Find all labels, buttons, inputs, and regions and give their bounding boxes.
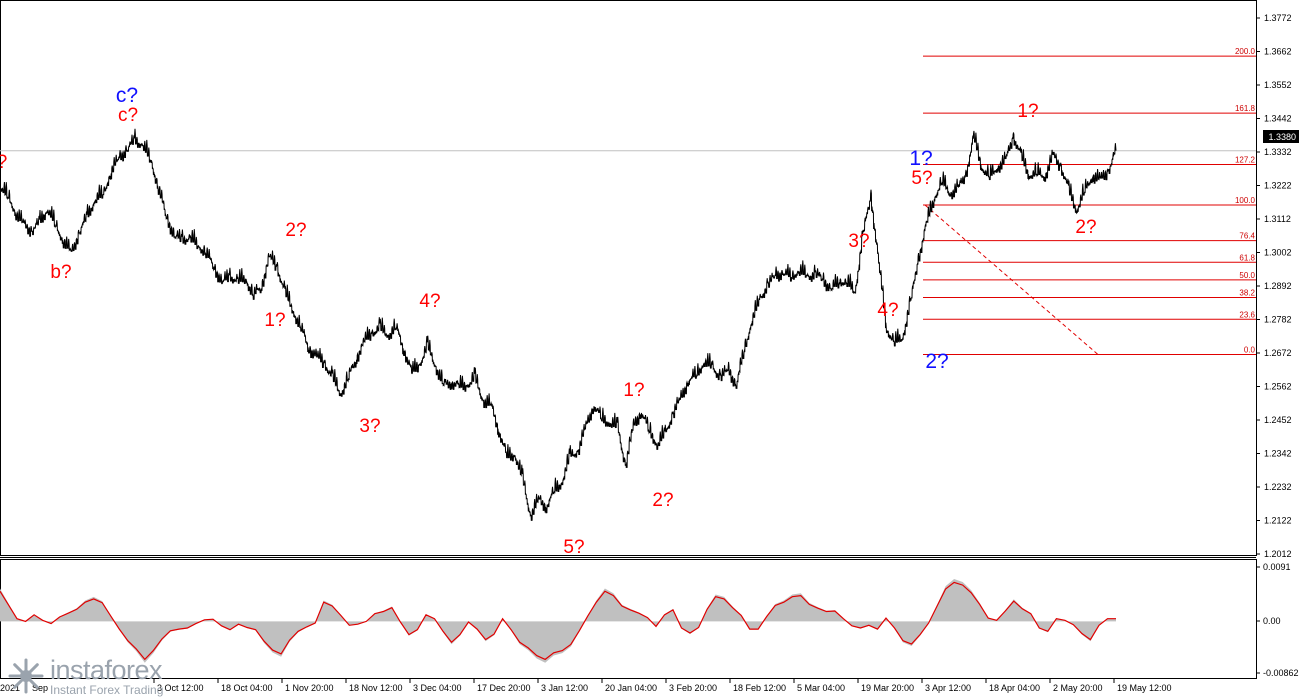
price-tick-label: 1.2012 <box>1264 549 1292 559</box>
wave-label: 1? <box>264 310 285 331</box>
fib-level-label: 38.2 <box>1239 289 1255 298</box>
oscillator-series <box>0 579 1116 663</box>
price-tick-label: 1.3552 <box>1264 80 1292 90</box>
time-tick-label: 3 Apr 12:00 <box>925 683 971 693</box>
time-tick-label: 5 Mar 04:00 <box>797 683 845 693</box>
fib-level-label: 0.0 <box>1244 346 1256 355</box>
time-tick-label: 17 Dec 20:00 <box>477 683 531 693</box>
price-tick-label: 1.2122 <box>1264 516 1292 526</box>
oscillator-tick-label: -0.00862 <box>1263 668 1299 678</box>
price-tick-label: 1.2672 <box>1264 348 1292 358</box>
time-tick-label: 20 Jan 04:00 <box>605 683 657 693</box>
price-axis: 1.3772 1.3662 1.3552 1.3442 1.3332 1.3222 1.31… <box>1256 13 1292 559</box>
time-tick-label: 3 Dec 04:00 <box>413 683 462 693</box>
time-tick-label: 3 Jan 12:00 <box>541 683 588 693</box>
wave-label: 2? <box>652 490 673 511</box>
price-tick-label: 1.3002 <box>1264 248 1292 258</box>
price-tick-label: 1.2342 <box>1264 449 1292 459</box>
wave-label: 1? <box>623 380 644 401</box>
price-series <box>0 128 1117 521</box>
current-price-marker: 1.3380 <box>1263 130 1299 143</box>
fib-level-label: 200.0 <box>1235 47 1256 56</box>
wave-label: 2? <box>925 350 948 373</box>
price-tick-label: 1.3112 <box>1264 214 1291 224</box>
time-tick-label: 18 Oct 04:00 <box>221 683 273 693</box>
fib-level-label: 50.0 <box>1239 271 1255 280</box>
fib-level-label: 127.2 <box>1235 156 1256 165</box>
oscillator-histogram <box>0 579 1116 663</box>
time-tick-label: 19 May 12:00 <box>1117 683 1172 693</box>
wave-label: 1? <box>909 147 932 170</box>
price-tick-label: 1.2782 <box>1264 315 1292 325</box>
price-tick-label: 1.3772 <box>1264 13 1292 23</box>
price-tick-label: 1.3222 <box>1264 181 1292 191</box>
logo-icon <box>8 658 44 694</box>
time-tick-label: 19 Mar 20:00 <box>861 683 914 693</box>
price-tick-label: 1.3662 <box>1264 47 1292 57</box>
time-tick-label: 1 Nov 20:00 <box>285 683 334 693</box>
fib-level-label: 100.0 <box>1235 196 1256 205</box>
wave-label: 3? <box>359 416 380 437</box>
fibonacci-trend-line <box>924 204 1099 355</box>
wave-label: 5? <box>911 168 932 189</box>
wave-label: 2? <box>1075 217 1096 238</box>
time-axis: 3 Oct 12:00 18 Oct 04:00 1 Nov 20:00 18 Nov… <box>0 679 1172 693</box>
time-tick-label: 3 Oct 12:00 <box>157 683 204 693</box>
time-tick-label-partial: Sep <box>32 683 48 693</box>
fib-level-label: 61.8 <box>1239 253 1255 262</box>
wave-label: ? <box>0 152 7 173</box>
price-tick-label: 1.2232 <box>1264 482 1292 492</box>
oscillator-axis: 0.0091 0.00 -0.00862 <box>1256 562 1299 678</box>
price-tick-label: 1.2452 <box>1264 415 1292 425</box>
wave-label: c? <box>116 84 138 107</box>
price-line <box>0 128 1117 521</box>
wave-label: 1? <box>1017 101 1038 122</box>
time-tick-label-partial: 2021 <box>0 683 20 693</box>
oscillator-signal-line <box>0 581 1116 661</box>
price-tick-label: 1.2892 <box>1264 281 1292 291</box>
logo-tagline: Instant Forex Trading <box>50 682 164 697</box>
fibonacci-levels: 200.0 161.8 127.2 100.0 76.4 61.8 50.0 38.2 23.6… <box>923 47 1256 356</box>
wave-label: 3? <box>848 231 869 252</box>
oscillator-tick-label: 0.0091 <box>1263 562 1291 572</box>
time-tick-label: 3 Feb 20:00 <box>669 683 717 693</box>
logo-name: instaforex <box>50 654 163 685</box>
main-panel-frame <box>0 0 1257 556</box>
wave-label: 2? <box>285 220 306 241</box>
time-tick-label: 2 May 20:00 <box>1053 683 1103 693</box>
price-tick-label: 1.3442 <box>1264 114 1292 124</box>
time-tick-label: 18 Apr 04:00 <box>989 683 1040 693</box>
price-tick-label: 1.2562 <box>1264 382 1292 392</box>
fib-level-label: 23.6 <box>1239 310 1255 319</box>
wave-label: 4? <box>877 300 898 321</box>
price-tick-label: 1.3332 <box>1264 147 1292 157</box>
wave-label: b? <box>50 262 71 283</box>
time-tick-label: 18 Feb 12:00 <box>733 683 786 693</box>
wave-label: 5? <box>563 537 584 558</box>
oscillator-tick-label: 0.00 <box>1263 616 1281 626</box>
time-tick-label: 18 Nov 12:00 <box>349 683 403 693</box>
fib-level-label: 76.4 <box>1239 232 1255 241</box>
wave-label: 4? <box>419 291 440 312</box>
instaforex-logo: instaforex Instant Forex Trading <box>6 656 163 696</box>
current-price-box <box>1263 130 1299 143</box>
fib-level-label: 161.8 <box>1235 104 1256 113</box>
wave-label: c? <box>118 105 138 126</box>
wave-labels: c?c??b?2?1?3?4?5?1?2?3?4?1?5?2?1?2? <box>0 84 1097 558</box>
current-price-label: 1.3380 <box>1268 132 1296 142</box>
